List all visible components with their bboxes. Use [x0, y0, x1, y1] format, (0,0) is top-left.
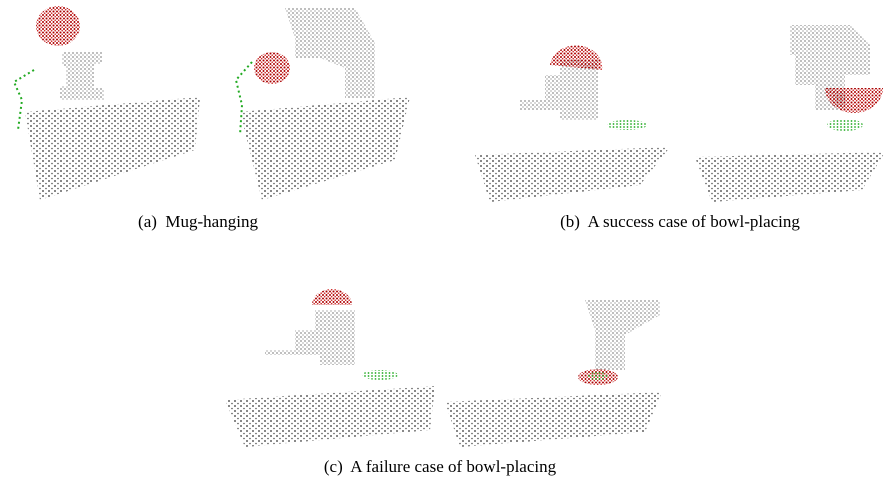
caption: (a) Mug-hanging: [138, 212, 258, 231]
point-cloud: [695, 25, 885, 202]
point-cloud: [475, 45, 670, 202]
point-cloud: [236, 8, 410, 200]
point-cloud: [14, 6, 200, 200]
point-cloud: [225, 289, 435, 447]
caption: (b) A success case of bowl-placing: [560, 212, 800, 231]
point-cloud: [445, 300, 662, 447]
caption: (c) A failure case of bowl-placing: [324, 457, 557, 476]
figure: (a) Mug-hanging (b) A success case of bo…: [0, 0, 885, 481]
page: (a) Mug-hanging (b) A success case of bo…: [0, 0, 885, 481]
